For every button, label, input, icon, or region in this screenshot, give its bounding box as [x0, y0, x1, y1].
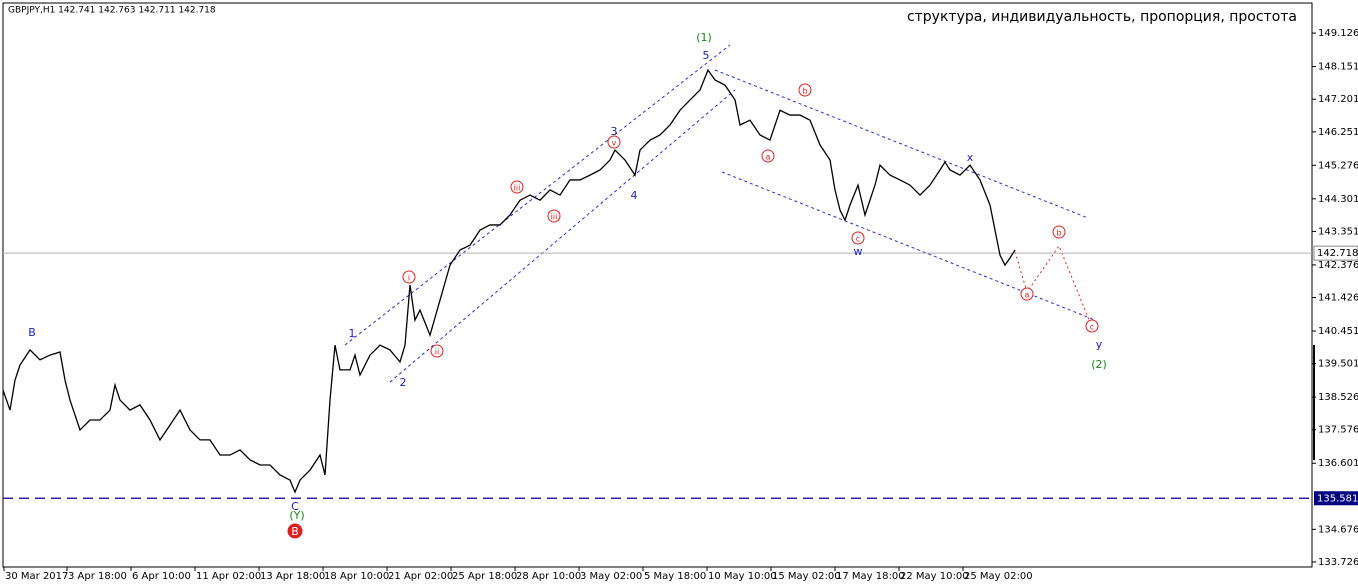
wave-label: (Y): [289, 509, 304, 522]
wave-label: c: [856, 235, 860, 244]
y-tick-label: 136.601: [1318, 458, 1358, 469]
chart-title: GBPJPY,H1 142.741 142.763 142.711 142.71…: [8, 6, 216, 16]
x-tick-label: 3 Apr 18:00: [68, 571, 127, 582]
x-tick-label: 17 May 18:00: [836, 571, 905, 582]
wave-label: 5: [703, 49, 710, 62]
wave-label: a: [766, 153, 771, 162]
wave-label: b: [1056, 229, 1061, 238]
wave-label: c: [1090, 323, 1094, 332]
scroll-marker: [1313, 345, 1315, 460]
x-tick-label: 18 Apr 10:00: [324, 571, 389, 582]
y-tick-label: 147.201: [1318, 94, 1358, 105]
x-tick-label: 11 Apr 02:00: [196, 571, 261, 582]
label-circle: [798, 83, 812, 97]
wave-label: 1: [349, 327, 356, 340]
y-tick-label: 139.501: [1318, 359, 1358, 370]
x-tick-label: 15 May 02:00: [772, 571, 841, 582]
channels: [344, 44, 1096, 383]
wave-label: x: [967, 151, 974, 164]
y-tick-label: 137.576: [1318, 425, 1358, 436]
y-tick-label: 140.451: [1318, 326, 1358, 337]
wave-label: B: [291, 525, 299, 538]
y-tick-label: 149.126: [1318, 28, 1358, 39]
wave-label: w: [854, 245, 863, 258]
wave-label: a: [1025, 291, 1030, 300]
wave-label: ii: [435, 348, 439, 357]
wave-label: 4: [631, 189, 638, 202]
y-tick-label: 144.301: [1318, 194, 1358, 205]
y-tick-label: 138.526: [1318, 392, 1358, 403]
label-circle: [1052, 225, 1066, 239]
level-box: [1314, 491, 1358, 506]
label-circle: [287, 523, 303, 539]
wave-label: v: [612, 139, 617, 148]
price-line: [2, 68, 1016, 494]
wave-label: b: [802, 87, 807, 96]
y-tick-label: 148.151: [1318, 62, 1358, 73]
label-circle: [547, 209, 561, 223]
wave-label: (1): [696, 31, 712, 44]
label-circle: [761, 149, 775, 163]
y-tick-label: 134.676: [1318, 524, 1358, 535]
x-tick-label: 25 Apr 18:00: [452, 571, 517, 582]
wave-label: y: [1096, 338, 1103, 351]
y-tick-label: 133.726: [1318, 557, 1358, 568]
x-tick-label: 10 May 10:00: [708, 571, 777, 582]
label-circle: [510, 180, 524, 194]
label-circle: [851, 231, 865, 245]
x-tick-label: 28 Apr 10:00: [516, 571, 581, 582]
x-tick-label: 25 May 02:00: [964, 571, 1033, 582]
y-tick-label: 146.251: [1318, 127, 1358, 138]
wave-label: (2): [1091, 358, 1107, 371]
wave-label: 3: [611, 125, 618, 138]
wave-label: C: [291, 500, 299, 513]
label-circle: [1020, 287, 1034, 301]
wave-label: 2: [400, 376, 407, 389]
label-circle: [1085, 319, 1099, 333]
projection: [1014, 244, 1091, 323]
x-tick-label: 5 May 18:00: [644, 571, 706, 582]
x-tick-label: 13 Apr 18:00: [260, 571, 325, 582]
x-tick-label: 30 Mar 2017: [5, 571, 68, 582]
current-price-label: 142.718: [1317, 248, 1358, 259]
label-circle: [607, 135, 621, 149]
y-tick-label: 142.376: [1318, 260, 1358, 271]
wave-label: B: [28, 326, 36, 339]
current-price-box: [1313, 245, 1358, 261]
wave-label: iii: [551, 213, 558, 222]
x-tick-label: 6 Apr 10:00: [132, 571, 191, 582]
y-tick-label: 141.426: [1318, 293, 1358, 304]
wave-label: iii: [514, 184, 521, 193]
label-circle: [430, 344, 444, 358]
plot-frame: [2, 2, 1313, 568]
label-circle: [402, 270, 416, 284]
level-label: 135.581: [1317, 493, 1358, 504]
y-tick-label: 143.351: [1318, 226, 1358, 237]
x-tick-label: 21 Apr 02:00: [388, 571, 453, 582]
y-tick-label: 145.276: [1318, 160, 1358, 171]
wave-label: i: [408, 274, 410, 283]
chart-subtitle: структура, индивидуальность, пропорция, …: [907, 9, 1297, 25]
x-tick-label: 22 May 10:00: [900, 571, 969, 582]
x-tick-label: 3 May 02:00: [580, 571, 642, 582]
